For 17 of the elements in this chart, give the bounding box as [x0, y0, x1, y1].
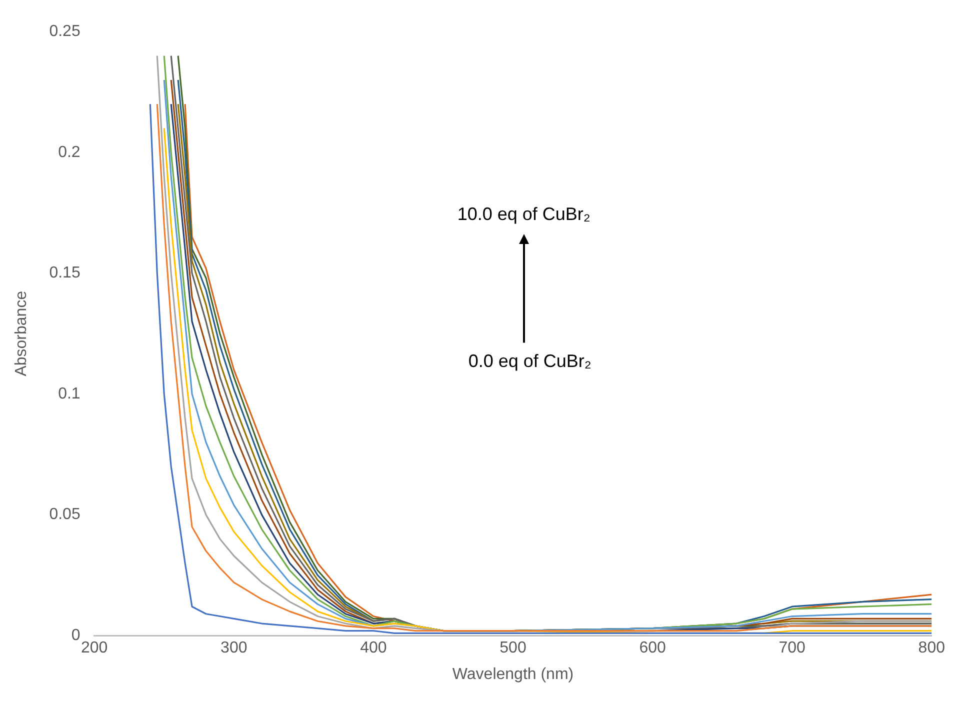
y-tick-label: 0.2 — [58, 144, 80, 161]
x-tick-label: 200 — [80, 640, 108, 657]
annotation: 10.0 eq of CuBr₂ — [457, 204, 590, 225]
x-tick-label: 600 — [639, 640, 666, 657]
y-tick-label: 0.25 — [49, 23, 80, 40]
y-tick-label: 0.05 — [49, 506, 80, 524]
x-axis-title: Wavelength (nm) — [452, 666, 574, 683]
y-tick-label: 0 — [71, 627, 80, 644]
x-tick-label: 300 — [220, 640, 248, 657]
y-axis-title: Absorbance — [13, 290, 30, 376]
y-tick-label: 0.15 — [49, 264, 80, 282]
x-tick-label: 800 — [918, 640, 946, 657]
y-tick-label: 0.1 — [58, 385, 80, 402]
x-tick-label: 400 — [360, 640, 387, 657]
annotation: 0.0 eq of CuBr₂ — [468, 350, 592, 372]
x-tick-label: 700 — [778, 640, 806, 657]
x-tick-label: 500 — [500, 640, 526, 657]
